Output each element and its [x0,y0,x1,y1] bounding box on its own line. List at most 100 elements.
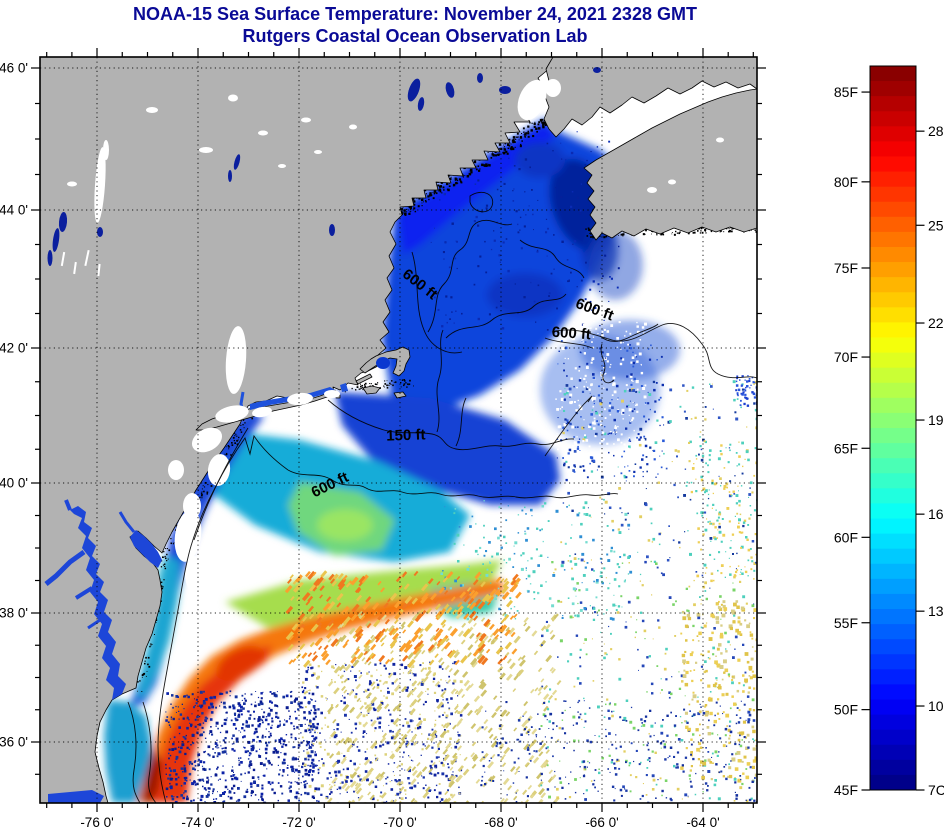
speckle [600,423,602,426]
speckle [569,615,573,619]
speckle [692,624,695,628]
speckle [721,613,726,618]
speckle [597,465,600,468]
speckle [306,740,308,743]
speckle [591,459,594,462]
speckle [285,605,294,615]
speckle [314,715,317,718]
speckle [175,695,179,698]
speckle [695,571,698,573]
speckle [646,463,649,466]
speckle [690,481,693,484]
speckle [398,779,401,782]
speckle [450,758,457,766]
speckle [642,783,644,785]
speckle [434,227,435,229]
speckle [326,725,330,728]
speckle [420,683,424,686]
speckle [312,725,316,729]
speckle [642,475,644,478]
speckle [572,587,576,591]
speckle [548,795,551,799]
speckle [324,724,326,726]
colorbar-band [870,337,916,354]
speckle [593,320,595,322]
speckle [656,740,659,743]
speckle [433,597,440,604]
speckle [294,781,296,783]
speckle [442,623,446,628]
speckle [616,286,619,289]
speckle [603,716,606,718]
speckle [355,787,363,795]
speckle [401,734,404,736]
speckle [528,744,530,746]
speckle [731,679,734,681]
speckle [610,546,613,550]
speckle [201,704,204,707]
speckle [369,761,372,764]
speckle [296,596,301,602]
speckle [479,648,485,655]
speckle [293,725,295,727]
speckle [463,544,465,546]
speckle [200,733,203,737]
speckle [735,417,739,421]
speckle [695,661,698,664]
speckle [223,722,227,726]
speckle [520,567,524,571]
speckle [747,559,750,562]
speckle [279,785,283,788]
speckle [754,773,757,777]
speckle [438,715,441,718]
speckle [564,542,567,545]
speckle [321,758,323,760]
speckle [513,188,515,190]
colorbar-label-celsius: 28C [928,123,944,139]
speckle [713,719,717,724]
speckle [194,783,197,786]
speckle [588,388,591,391]
speckle [747,548,751,552]
speckle [747,718,751,721]
speckle [552,574,556,577]
speckle [630,373,633,376]
speckle [309,754,312,758]
speckle [573,321,575,323]
speckle [279,723,281,725]
speckle [308,728,311,732]
speckle [535,321,537,323]
speckle [306,719,308,721]
speckle [392,662,396,666]
coast-speckle [477,165,480,167]
speckle [454,659,460,666]
speckle [707,464,709,467]
speckle [271,724,273,726]
speckle [413,740,418,746]
coast-speckle [163,556,165,558]
speckle [570,400,573,404]
speckle [738,731,743,736]
speckle [709,553,712,556]
colorbar-band [870,397,916,414]
speckle [636,410,639,413]
speckle [425,669,432,677]
speckle [566,375,568,377]
speckle [252,738,255,742]
speckle [168,767,171,770]
speckle [712,683,717,688]
coast-speckle [225,453,228,456]
speckle [735,570,738,574]
speckle [709,520,711,523]
speckle [582,774,586,778]
speckle [717,606,721,609]
speckle [589,288,592,291]
speckle [257,703,261,706]
colorbar-label-celsius: 16C [928,506,944,522]
coast-speckle [163,551,165,553]
speckle [358,575,366,584]
speckle [734,767,739,771]
speckle [448,708,450,711]
coast-speckle [400,382,402,384]
speckle [472,648,480,657]
